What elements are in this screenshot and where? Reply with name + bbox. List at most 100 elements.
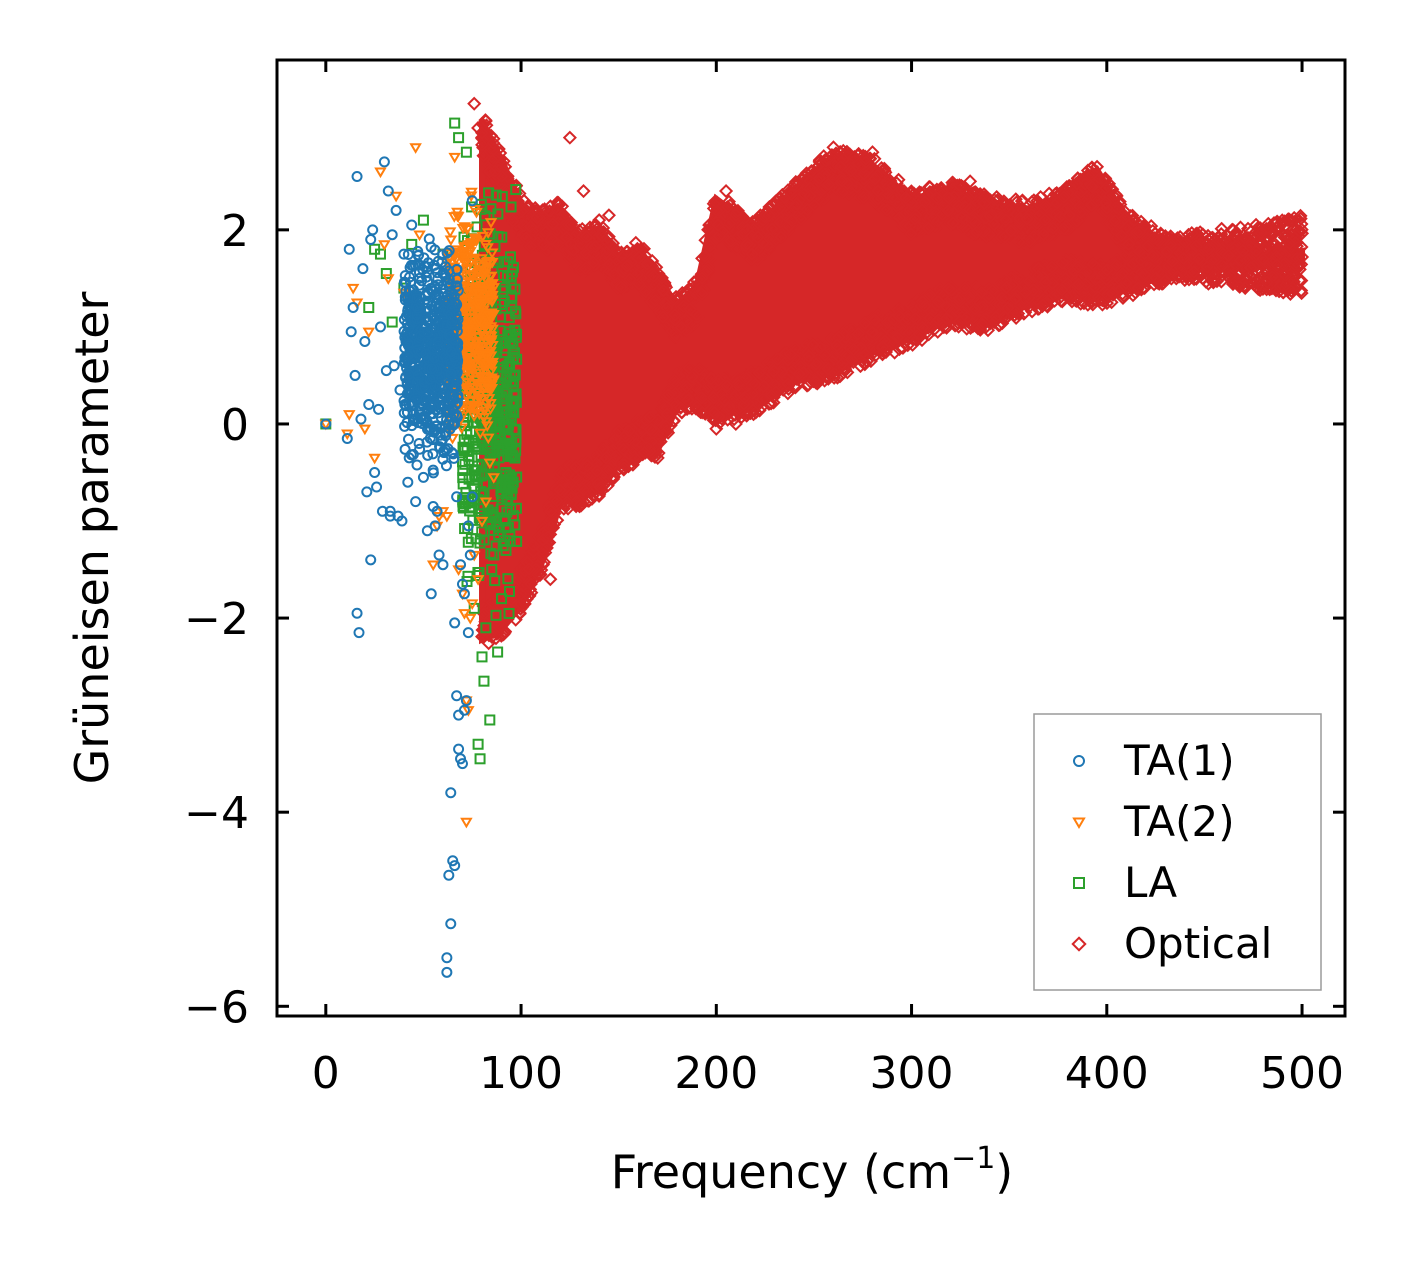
point-la	[510, 308, 522, 320]
point-optical	[467, 96, 482, 111]
point-optical	[601, 208, 616, 223]
point-la	[458, 434, 470, 446]
point-optical	[1222, 234, 1237, 249]
point-optical	[898, 218, 913, 233]
point-optical	[831, 183, 846, 198]
point-optical	[1251, 233, 1266, 248]
point-optical	[847, 149, 862, 164]
point-optical	[1036, 227, 1051, 242]
point-la	[465, 501, 477, 513]
point-optical	[721, 234, 736, 249]
point-optical	[676, 299, 691, 314]
point-la	[417, 214, 429, 226]
point-optical	[597, 439, 612, 454]
point-optical	[1178, 235, 1193, 250]
point-optical	[935, 207, 950, 222]
point-optical	[917, 299, 932, 314]
point-optical	[673, 400, 688, 415]
point-optical	[694, 286, 709, 301]
point-optical	[526, 538, 541, 553]
point-optical	[1115, 266, 1130, 281]
point-optical	[628, 451, 643, 467]
point-optical	[660, 400, 675, 415]
point-optical	[781, 377, 796, 392]
point-optical	[543, 519, 558, 534]
point-optical	[582, 220, 598, 235]
point-optical	[523, 231, 538, 246]
point-optical	[669, 329, 684, 344]
point-la	[469, 474, 481, 486]
point-optical	[819, 369, 834, 384]
point-optical	[520, 555, 535, 570]
point-optical	[615, 439, 630, 454]
point-optical	[942, 191, 957, 206]
point-optical	[821, 177, 836, 192]
point-optical	[560, 501, 576, 516]
point-optical	[900, 338, 915, 353]
point-la	[495, 298, 507, 310]
point-optical	[1018, 285, 1033, 300]
point-optical	[970, 317, 985, 332]
point-la	[503, 607, 515, 619]
point-optical	[600, 444, 615, 459]
point-la	[459, 498, 471, 510]
point-optical	[777, 190, 792, 205]
point-optical	[538, 225, 553, 240]
point-optical	[1184, 226, 1199, 241]
point-optical	[1123, 232, 1138, 247]
point-la	[492, 208, 504, 220]
point-optical	[682, 360, 697, 375]
point-optical	[640, 257, 655, 272]
point-optical	[757, 209, 772, 224]
point-optical	[763, 381, 778, 396]
point-optical	[1018, 305, 1033, 320]
point-optical	[1273, 231, 1288, 246]
point-optical	[1056, 221, 1071, 236]
point-optical	[846, 342, 861, 357]
point-optical	[657, 401, 672, 416]
point-la	[505, 201, 517, 213]
point-optical	[1223, 268, 1238, 283]
point-optical	[969, 225, 984, 240]
point-optical	[975, 299, 990, 314]
point-optical	[575, 228, 590, 244]
point-optical	[783, 347, 798, 362]
point-la	[474, 537, 486, 549]
point-optical	[658, 296, 673, 311]
point-optical	[941, 281, 956, 296]
point-optical	[639, 439, 654, 454]
point-optical	[534, 542, 550, 557]
point-optical	[1269, 249, 1284, 264]
point-optical	[793, 211, 808, 227]
point-optical	[1243, 260, 1258, 275]
point-optical	[915, 294, 930, 309]
point-optical	[722, 395, 737, 410]
point-optical	[849, 179, 864, 194]
point-optical	[945, 215, 960, 230]
point-optical	[915, 320, 930, 335]
point-la	[493, 522, 505, 534]
point-optical	[870, 191, 886, 206]
point-optical	[764, 388, 779, 403]
point-optical	[832, 369, 848, 384]
point-optical	[1260, 274, 1275, 290]
point-optical	[788, 351, 803, 366]
point-la	[488, 549, 500, 561]
point-optical	[875, 339, 890, 354]
point-optical	[819, 153, 834, 168]
point-optical	[545, 217, 560, 232]
point-optical	[977, 190, 992, 205]
point-optical	[606, 274, 621, 289]
point-optical	[529, 553, 544, 569]
point-la	[503, 358, 515, 370]
point-optical	[576, 183, 591, 199]
point-optical	[644, 258, 659, 273]
point-optical	[941, 203, 956, 218]
point-optical	[715, 387, 730, 402]
point-la	[490, 189, 502, 201]
point-optical	[1282, 236, 1297, 251]
point-optical	[836, 152, 851, 167]
point-la	[496, 491, 508, 503]
point-la	[495, 503, 507, 515]
point-optical	[641, 269, 656, 284]
